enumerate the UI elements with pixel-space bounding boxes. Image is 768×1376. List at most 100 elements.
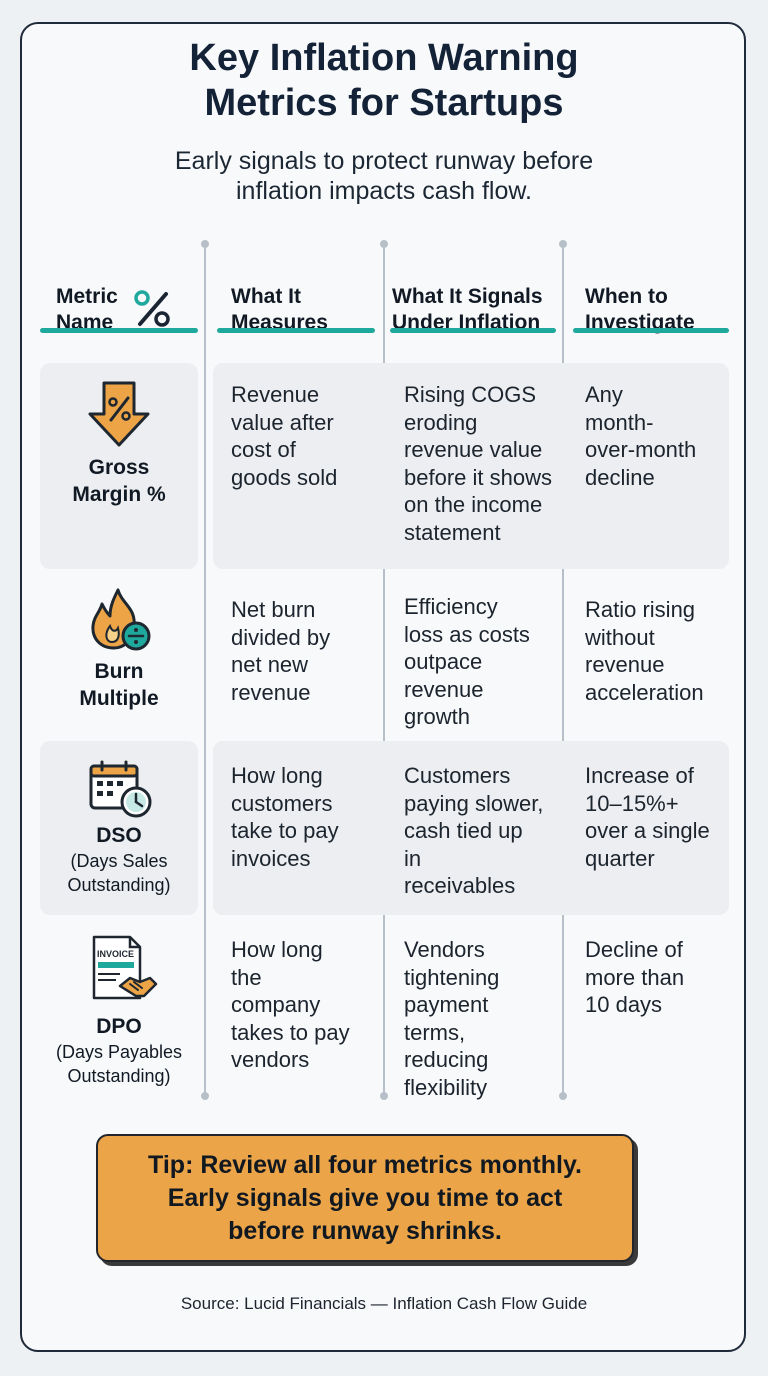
gross-margin-measures: Revenue value after cost of goods sold bbox=[231, 381, 337, 491]
cell-line: more than bbox=[585, 964, 685, 990]
header-underline-2 bbox=[217, 328, 375, 333]
cell-line: revenue bbox=[231, 679, 311, 705]
invoice-label: INVOICE bbox=[97, 949, 134, 959]
header-underline-4 bbox=[573, 328, 729, 333]
cell-line: eroding bbox=[404, 409, 478, 435]
cell-line: 10–15%+ bbox=[585, 790, 679, 816]
metric-name-line: DSO bbox=[96, 824, 142, 847]
header-underline-3 bbox=[390, 328, 556, 333]
gross-margin-signals: Rising COGS eroding revenue value before… bbox=[404, 381, 552, 546]
cell-line: net new bbox=[231, 652, 309, 677]
cell-line: month- bbox=[585, 409, 654, 435]
title-line-1: Key Inflation Warning bbox=[189, 37, 579, 79]
row-1-shade-b bbox=[213, 363, 729, 569]
cell-line: Ratio rising bbox=[585, 597, 696, 622]
cell-line: vendors bbox=[231, 1047, 310, 1072]
cell-line: loss as costs bbox=[404, 621, 530, 647]
page-title: Key Inflation Warning Metrics for Startu… bbox=[0, 36, 768, 126]
cell-line: receivables bbox=[404, 873, 516, 898]
cell-line: company bbox=[231, 992, 321, 1017]
header-investigate-line-1: When to bbox=[585, 285, 668, 308]
cell-line: revenue value bbox=[404, 437, 543, 462]
cell-line: over a single bbox=[585, 818, 710, 843]
tip-line-2: Early signals give you time to act bbox=[167, 1183, 563, 1212]
cell-line: Efficiency bbox=[404, 594, 498, 619]
burn-multiple-investigate: Ratio rising without revenue acceleratio… bbox=[585, 596, 704, 706]
header-measures-line-1: What It bbox=[231, 285, 301, 308]
metric-name-burn-multiple: Burn Multiple bbox=[40, 658, 198, 712]
cell-line: paying slower, bbox=[404, 790, 544, 816]
cell-line: take to pay bbox=[231, 818, 339, 843]
cell-line: 10 days bbox=[585, 992, 663, 1017]
cell-line: quarter bbox=[585, 845, 655, 871]
cell-line: cost of bbox=[231, 437, 296, 462]
dpo-investigate: Decline of more than 10 days bbox=[585, 936, 684, 1019]
metric-name-dso: DSO (Days Sales Outstanding) bbox=[40, 822, 198, 897]
metric-name-dpo: DPO (Days Payables Outstanding) bbox=[40, 1013, 198, 1088]
column-divider-2 bbox=[380, 240, 388, 1100]
cell-line: revenue bbox=[404, 676, 484, 702]
cell-line: goods sold bbox=[231, 464, 338, 490]
subtitle-line-1: Early signals to protect runway before bbox=[174, 147, 594, 175]
cell-line: acceleration bbox=[585, 679, 704, 705]
cell-line: payment bbox=[404, 992, 489, 1017]
cell-line: revenue bbox=[585, 652, 665, 677]
cell-line: Rising COGS bbox=[404, 382, 537, 407]
header-signals-line-1: What It Signals bbox=[392, 285, 543, 308]
metric-subname-line: Outstanding) bbox=[67, 1066, 171, 1086]
cell-line: tightening bbox=[404, 964, 500, 990]
metric-name-gross-margin: Gross Margin % bbox=[40, 454, 198, 508]
cell-line: statement bbox=[404, 519, 501, 545]
subtitle-line-2: inflation impacts cash flow. bbox=[236, 177, 532, 205]
metric-name-line: Multiple bbox=[79, 687, 159, 710]
metric-subname-line: Outstanding) bbox=[67, 875, 171, 895]
cell-line: How long bbox=[231, 763, 323, 788]
cell-line: Any bbox=[585, 382, 623, 407]
cell-line: terms, bbox=[404, 1019, 466, 1045]
tip-callout: Tip: Review all four metrics monthly. Ea… bbox=[96, 1134, 634, 1262]
metric-subname-line: (Days Sales bbox=[70, 851, 168, 871]
metric-name-line: Burn bbox=[94, 660, 144, 683]
cell-line: before it shows bbox=[404, 464, 552, 490]
cell-line: Revenue bbox=[231, 382, 320, 407]
cell-line: reducing bbox=[404, 1047, 489, 1072]
calendar-clock-icon bbox=[89, 760, 152, 818]
cell-line: flexibility bbox=[404, 1074, 488, 1100]
dpo-signals: Vendors tightening payment terms, reduci… bbox=[404, 936, 499, 1101]
cell-line: Net burn bbox=[231, 597, 316, 622]
invoice-handshake-icon: INVOICE bbox=[92, 935, 158, 1000]
cell-line: Vendors bbox=[404, 937, 485, 962]
row-3-shade-b bbox=[213, 741, 729, 915]
cell-line: cash tied up bbox=[404, 818, 523, 843]
metric-name-line: Gross bbox=[88, 456, 150, 479]
tip-line-3: before runway shrinks. bbox=[228, 1216, 502, 1245]
flame-divide-icon bbox=[91, 588, 151, 651]
cell-line: the bbox=[231, 964, 262, 990]
metric-subname-line: (Days Payables bbox=[55, 1042, 183, 1062]
cell-line: over-month bbox=[585, 437, 697, 462]
cell-line: outpace bbox=[404, 649, 483, 674]
metric-name-line: DPO bbox=[96, 1015, 142, 1038]
cell-line: divided by bbox=[231, 624, 331, 650]
page-subtitle: Early signals to protect runway before i… bbox=[0, 146, 768, 206]
cell-line: decline bbox=[585, 464, 655, 490]
cell-line: value after bbox=[231, 409, 334, 435]
cell-line: Increase of bbox=[585, 763, 694, 788]
cell-line: invoices bbox=[231, 845, 311, 871]
percent-icon bbox=[134, 290, 170, 327]
header-underline-1 bbox=[40, 328, 198, 333]
percent-down-arrow-icon bbox=[88, 381, 150, 447]
cell-line: without bbox=[585, 624, 655, 650]
title-line-2: Metrics for Startups bbox=[204, 82, 564, 124]
cell-line: How long bbox=[231, 937, 323, 962]
burn-multiple-measures: Net burn divided by net new revenue bbox=[231, 596, 330, 706]
tip-line-1: Tip: Review all four metrics monthly. bbox=[148, 1150, 582, 1179]
burn-multiple-signals: Efficiency loss as costs outpace revenue… bbox=[404, 593, 530, 731]
cell-line: Decline of bbox=[585, 937, 683, 962]
cell-line: customers bbox=[231, 790, 333, 816]
cell-line: Customers bbox=[404, 763, 511, 788]
cell-line: takes to pay bbox=[231, 1019, 350, 1045]
cell-line: in bbox=[404, 845, 422, 871]
metric-name-line: Margin % bbox=[72, 483, 166, 506]
source-credit: Source: Lucid Financials — Inflation Cas… bbox=[180, 1294, 588, 1313]
